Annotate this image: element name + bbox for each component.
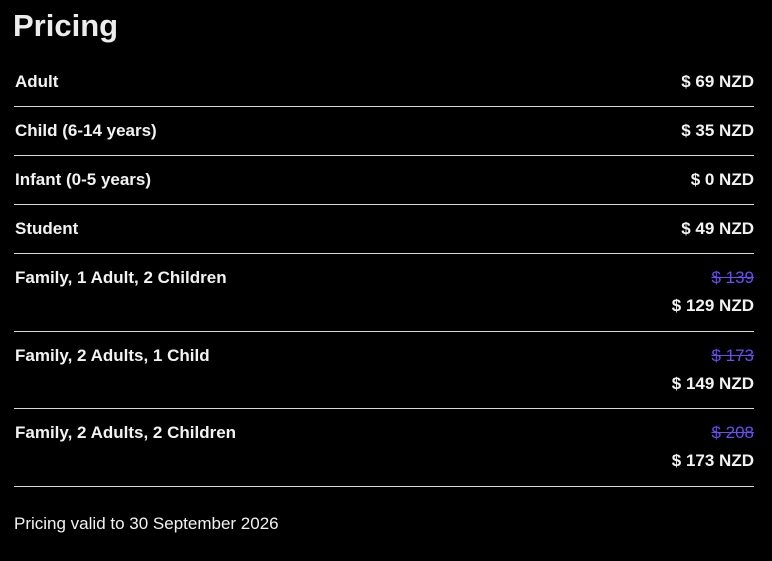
pricing-validity-note: Pricing valid to 30 September 2026 — [14, 514, 279, 533]
row-price: $ 173 NZD — [671, 451, 754, 470]
row-label: Student — [15, 219, 79, 238]
original-price: $ 173 — [711, 345, 754, 365]
row-label: Family, 2 Adults, 1 Child — [15, 345, 210, 365]
row-price: $ 69 NZD — [681, 72, 754, 91]
price-row-family-1a-2c: Family, 1 Adult, 2 Children $ 139 $ 129 … — [14, 254, 754, 332]
price-row-student: Student $ 49 NZD — [14, 205, 754, 254]
row-price: $ 0 NZD — [690, 170, 754, 189]
original-price: $ 208 — [711, 423, 754, 442]
price-row-child: Child (6-14 years) $ 35 NZD — [14, 107, 754, 156]
row-price: $ 129 NZD — [671, 296, 754, 315]
row-price: $ 35 NZD — [681, 121, 754, 140]
row-label: Child (6-14 years) — [15, 121, 157, 140]
pricing-list: Adult $ 69 NZD Child (6-14 years) $ 35 N… — [14, 58, 754, 487]
row-label: Adult — [15, 72, 59, 91]
price-row-family-2a-2c: Family, 2 Adults, 2 Children $ 208 $ 173… — [14, 409, 754, 487]
row-price: $ 49 NZD — [681, 219, 754, 238]
price-row-adult: Adult $ 69 NZD — [14, 58, 754, 107]
row-label: Family, 2 Adults, 2 Children — [15, 423, 237, 442]
row-label: Family, 1 Adult, 2 Children — [15, 268, 227, 287]
row-label: Infant (0-5 years) — [15, 170, 152, 189]
row-price: $ 149 NZD — [671, 373, 754, 393]
page-title: Pricing — [13, 8, 119, 43]
price-row-infant: Infant (0-5 years) $ 0 NZD — [14, 156, 754, 205]
price-row-family-2a-1c: Family, 2 Adults, 1 Child $ 173 $ 149 NZ… — [14, 332, 754, 409]
original-price: $ 139 — [711, 268, 754, 287]
